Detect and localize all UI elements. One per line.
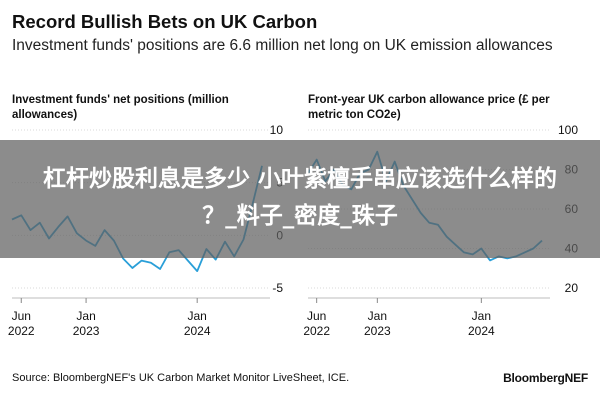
overlay-text-line1: 杠杆炒股利息是多少 小叶紫檀手串应该选什么样的 [42, 166, 557, 192]
chart-title: Record Bullish Bets on UK Carbon [12, 11, 318, 32]
x-tick-label-month: Jun [12, 309, 31, 323]
y-tick-label: 20 [565, 281, 579, 295]
x-tick-label-year: 2023 [73, 324, 100, 338]
x-tick-label-month: Jan [76, 309, 95, 323]
x-tick-label-year: 2022 [8, 324, 35, 338]
x-tick-label-year: 2023 [364, 324, 391, 338]
y-tick-label: -5 [272, 281, 283, 295]
overlay-banner [0, 140, 600, 258]
y-tick-label: 100 [558, 123, 578, 137]
source-note: Source: BloombergNEF's UK Carbon Market … [12, 372, 350, 384]
x-tick-label-month: Jan [188, 309, 207, 323]
x-tick-label-month: Jun [307, 309, 326, 323]
overlay-text-line2: ？_料子_密度_珠子 [202, 203, 398, 229]
x-tick-label-month: Jan [472, 309, 491, 323]
left-panel-title: Investment funds' net positions (million… [12, 94, 229, 121]
x-tick-label-year: 2024 [184, 324, 211, 338]
x-tick-label-year: 2024 [468, 324, 495, 338]
x-tick-label-month: Jan [368, 309, 387, 323]
right-panel-title: Front-year UK carbon allowance price (£ … [308, 94, 550, 121]
brand-logo: BloombergNEF [503, 371, 588, 385]
chart-subtitle: Investment funds' positions are 6.6 mill… [12, 37, 553, 54]
x-tick-label-year: 2022 [303, 324, 330, 338]
y-tick-label: 10 [270, 123, 284, 137]
